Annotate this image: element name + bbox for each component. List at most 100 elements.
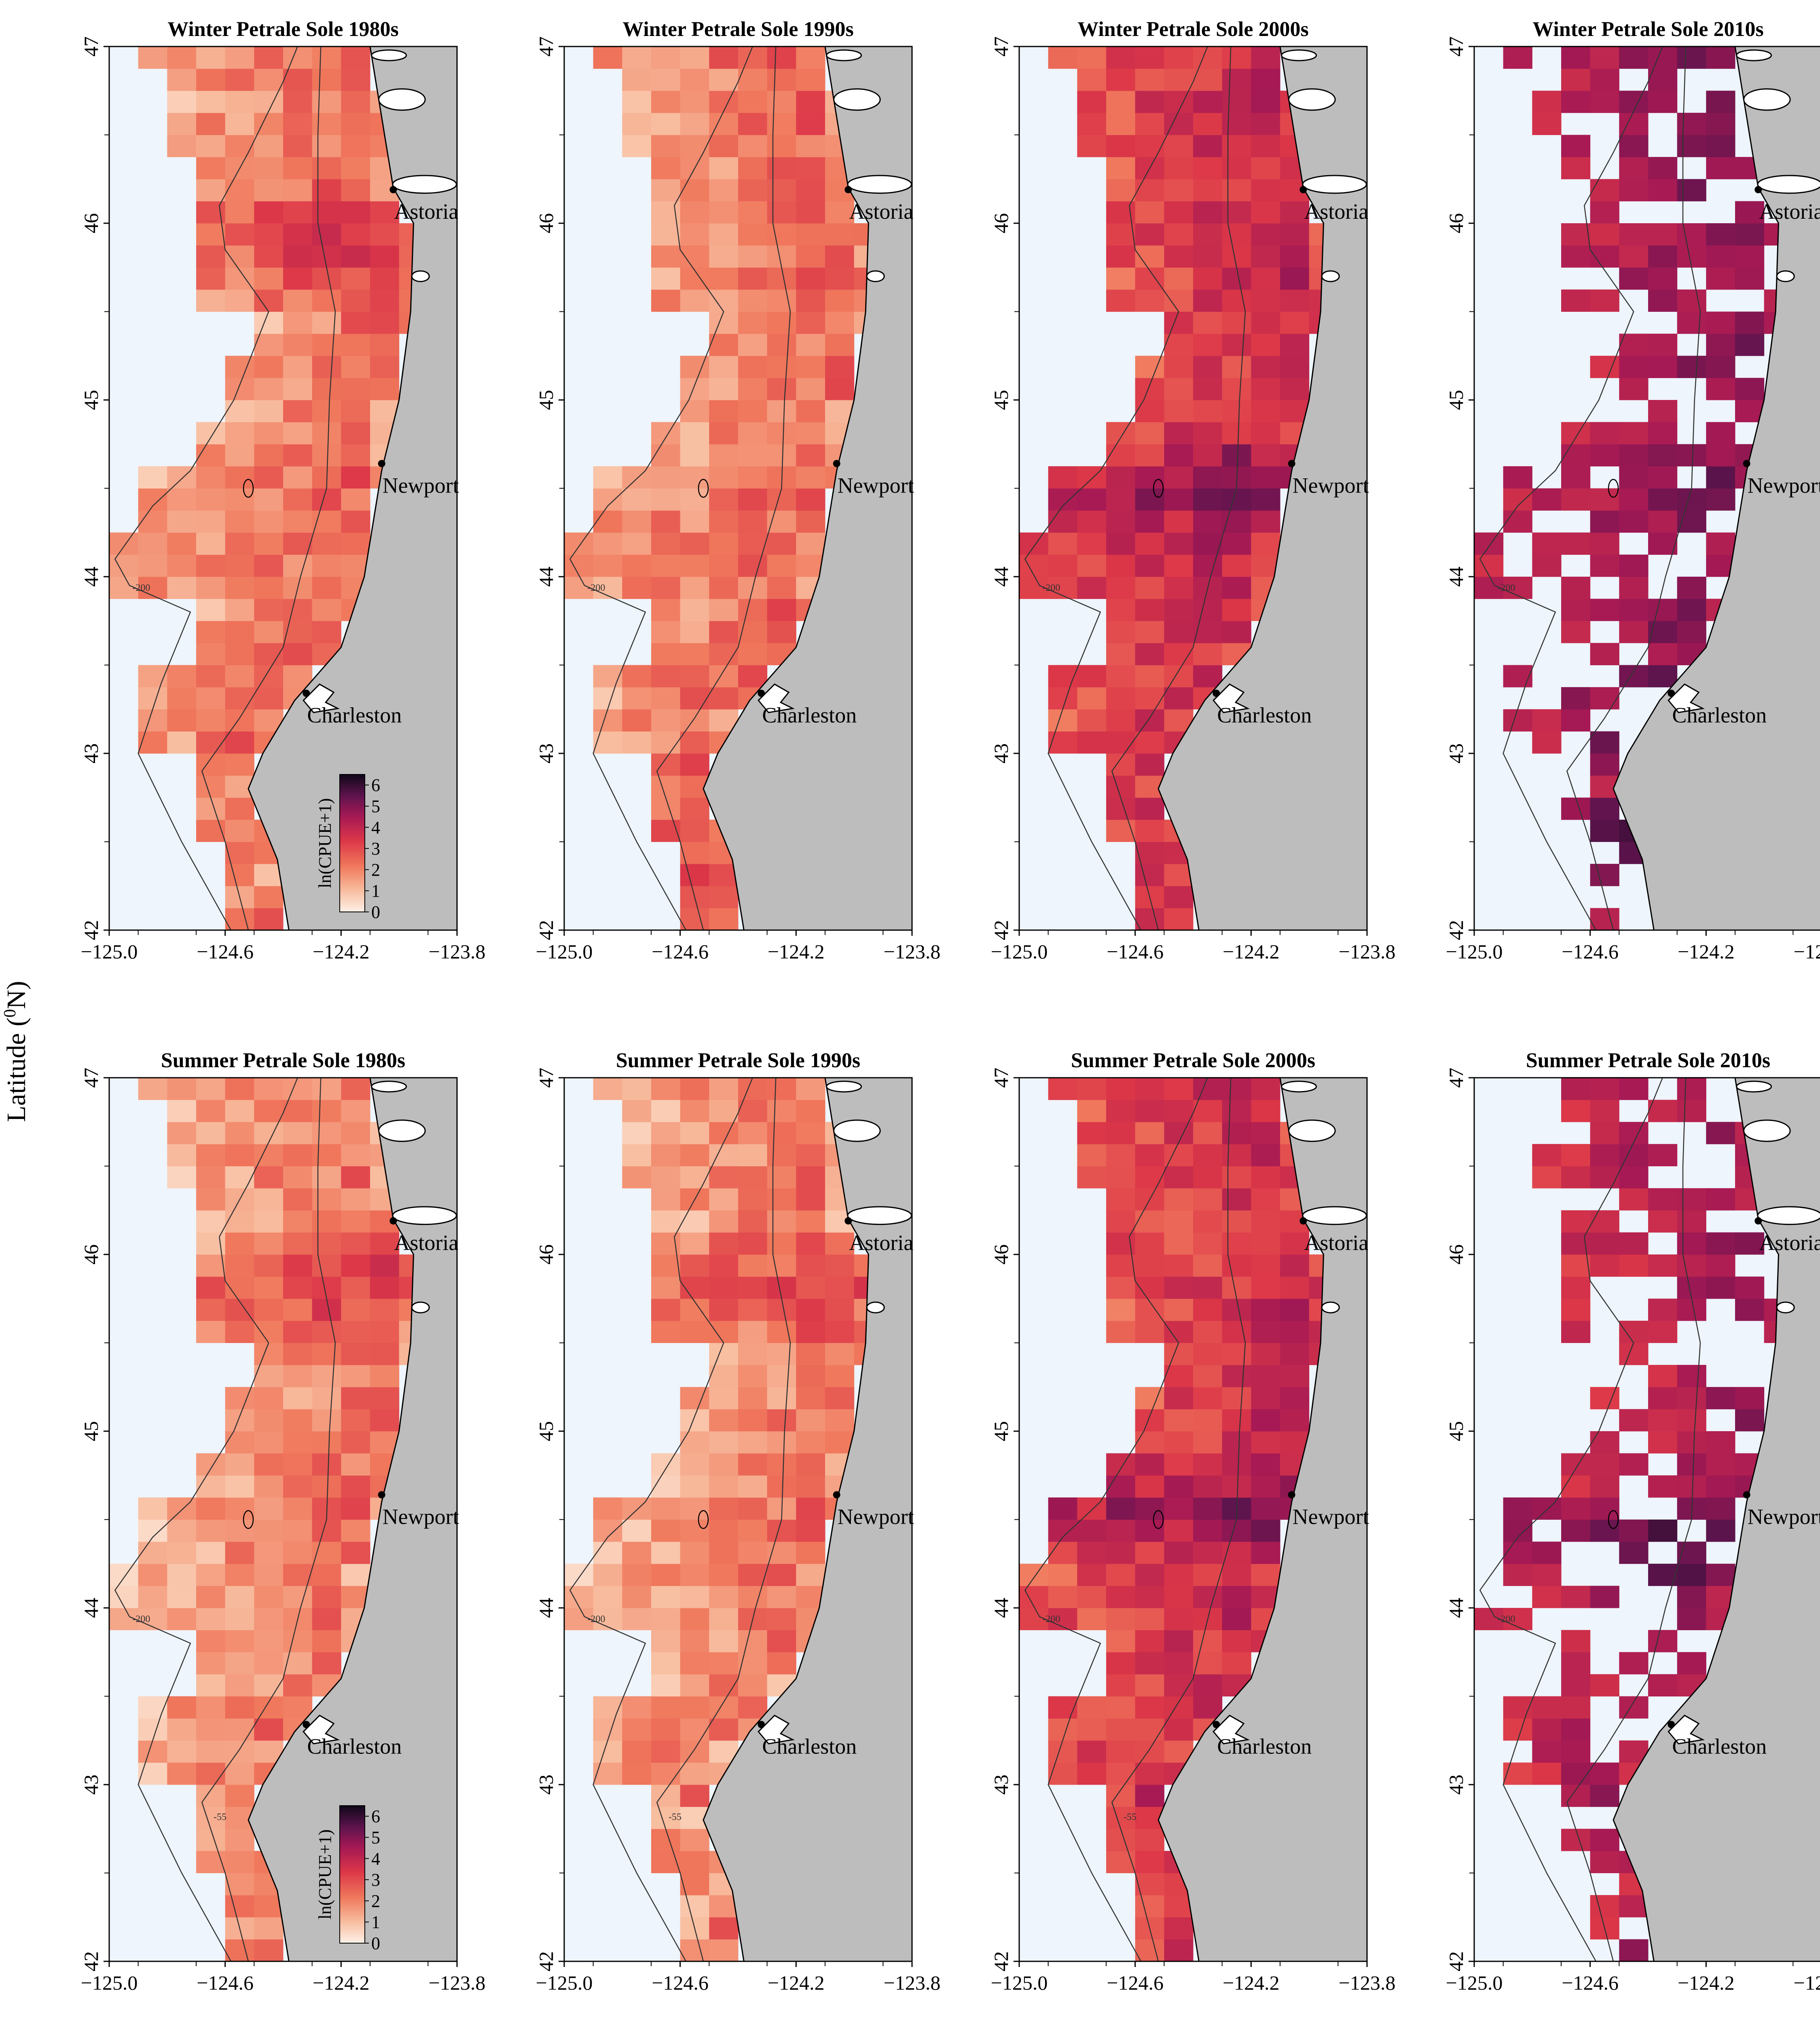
- heat-cell: [1164, 1078, 1194, 1100]
- heat-cell: [254, 444, 284, 467]
- heat-cell: [1251, 1387, 1280, 1409]
- heat-cell: [167, 1762, 197, 1785]
- heat-cell: [1590, 1232, 1619, 1255]
- heat-cell: [283, 1343, 313, 1365]
- heat-cell: [196, 135, 226, 157]
- heat-cell: [1106, 1718, 1136, 1741]
- heat-cell: [767, 621, 796, 643]
- heat-cell: [1164, 554, 1194, 577]
- heat-cell: [1561, 91, 1591, 113]
- heat-cell: [1561, 1453, 1591, 1476]
- heat-cell: [651, 1475, 681, 1498]
- heat-cell: [196, 554, 226, 577]
- x-tick-label: −125.0: [1446, 1971, 1503, 1994]
- heat-cell: [1222, 400, 1251, 423]
- heat-cell: [1706, 135, 1735, 157]
- colorbar-step: [340, 1893, 365, 1895]
- heat-cell: [1222, 488, 1251, 511]
- heat-cell: [825, 1232, 855, 1255]
- heat-cell: [312, 1365, 341, 1387]
- heat-cell: [1164, 1917, 1194, 1940]
- heat-cell: [370, 378, 400, 400]
- coos-bay: [1213, 1715, 1250, 1745]
- heat-cell: [1106, 731, 1136, 754]
- colorbar-step: [340, 852, 365, 855]
- heat-cell: [1048, 1497, 1077, 1520]
- heat-cell: [622, 665, 652, 687]
- heat-cell: [767, 1586, 796, 1608]
- heat-cell: [1106, 157, 1136, 180]
- heat-cell: [370, 1232, 400, 1255]
- heat-cell: [225, 665, 254, 687]
- heat-cell: [622, 1497, 652, 1520]
- colorbar-step: [340, 1879, 365, 1882]
- heat-cell: [1561, 1586, 1591, 1608]
- heat-cell: [225, 1829, 254, 1851]
- heat-cell: [138, 731, 167, 754]
- heat-cell: [1106, 1188, 1136, 1211]
- heat-cell: [1561, 687, 1591, 710]
- heat-cell: [680, 91, 709, 113]
- heat-cell: [796, 1320, 825, 1343]
- x-tick-label: −124.6: [197, 1971, 254, 1994]
- coos-bay: [303, 683, 340, 713]
- heat-cell: [1706, 112, 1735, 135]
- heat-cell: [1222, 355, 1251, 378]
- heat-cell: [651, 731, 681, 754]
- heat-cell: [1077, 1144, 1107, 1166]
- heat-cell: [254, 1254, 284, 1277]
- port-label-astoria: Astoria: [1304, 1231, 1368, 1255]
- colorbar-tick-label: 0: [371, 902, 380, 922]
- heat-cell: [709, 1586, 739, 1608]
- heat-cell: [225, 599, 254, 621]
- x-tick-label: −125.0: [536, 940, 593, 963]
- y-axis-label-end: N): [2, 981, 31, 1009]
- heat-cell: [225, 1696, 254, 1719]
- heat-cell: [796, 1453, 825, 1476]
- heat-cell: [254, 1939, 284, 1962]
- heat-cell: [196, 466, 226, 489]
- heat-cell: [254, 245, 284, 268]
- estuary: [411, 270, 430, 282]
- heat-cell: [1164, 1320, 1194, 1343]
- heat-cell: [283, 1299, 313, 1321]
- heat-cell: [1532, 488, 1562, 511]
- heat-cell: [225, 797, 254, 820]
- heat-cell: [1251, 179, 1280, 201]
- heat-cell: [767, 1122, 796, 1144]
- heat-cell: [196, 1166, 226, 1189]
- heat-cell: [709, 378, 739, 400]
- heat-cell: [1193, 1254, 1223, 1277]
- heat-cell: [1677, 223, 1706, 246]
- heat-cell: [738, 1431, 768, 1454]
- heat-cell: [680, 488, 709, 511]
- port-label-astoria: Astoria: [849, 199, 913, 224]
- heat-cell: [593, 1563, 622, 1586]
- heat-cell: [283, 135, 313, 157]
- heat-cell: [1706, 422, 1735, 444]
- heat-cell: [680, 797, 709, 820]
- heat-cell: [341, 68, 370, 91]
- heat-cell: [1251, 112, 1280, 135]
- heat-cell: [709, 1387, 739, 1409]
- land-mass: [1613, 46, 1820, 931]
- heat-cell: [1590, 532, 1619, 555]
- heat-cell: [1677, 1563, 1706, 1586]
- heat-cell: [370, 1343, 400, 1365]
- heat-cell: [825, 223, 855, 246]
- colorbar-tick-label: 6: [371, 1806, 380, 1826]
- heat-cell: [767, 1254, 796, 1277]
- heat-cell: [738, 1519, 768, 1542]
- heat-cell: [1164, 1542, 1194, 1564]
- land-mass: [1613, 1077, 1820, 1962]
- heat-cell: [138, 554, 167, 577]
- heat-cell: [622, 488, 652, 511]
- x-tick-label: −123.8: [429, 1971, 486, 1994]
- heat-cell: [138, 47, 167, 69]
- y-tick-label: 46: [535, 1244, 557, 1265]
- heat-cell: [796, 1563, 825, 1586]
- heat-cell: [1222, 179, 1251, 201]
- heat-cell: [680, 819, 709, 842]
- heat-cell: [341, 1519, 370, 1542]
